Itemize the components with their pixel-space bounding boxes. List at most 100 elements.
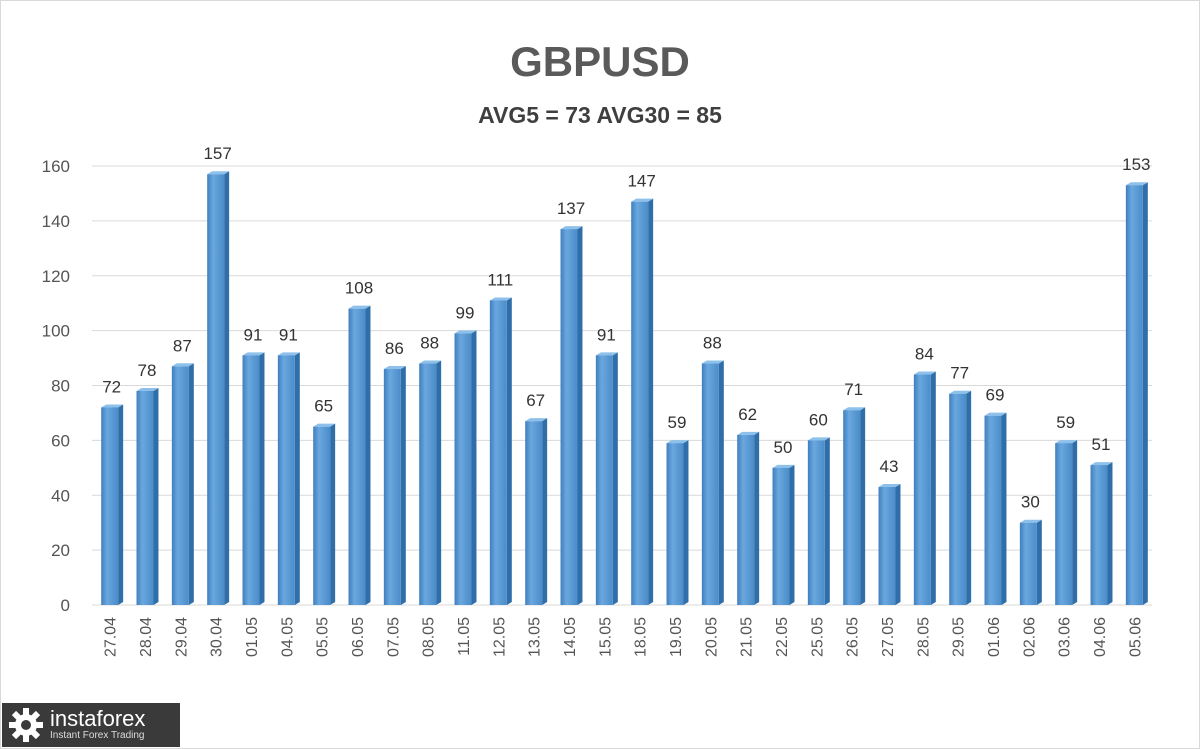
x-tick-label: 03.06 <box>1057 617 1074 657</box>
bar <box>313 423 336 605</box>
bar <box>666 440 689 605</box>
bar <box>772 464 795 605</box>
bar-side <box>824 437 830 605</box>
bar-side <box>153 387 159 605</box>
x-tick-label: 06.05 <box>350 617 367 657</box>
bar <box>631 198 654 605</box>
x-tick-label: 26.05 <box>845 617 862 657</box>
x-tick-label: 29.04 <box>173 617 190 657</box>
bar-side <box>1142 182 1148 606</box>
bar-front <box>772 467 790 605</box>
bar-front <box>313 426 331 605</box>
data-labels: 72 78 87 157 91 91 65 108 86 88 99 111 67 137 91 147 59 8… <box>102 144 1150 511</box>
bar-side <box>400 366 406 605</box>
bar <box>1019 519 1042 605</box>
y-tick-label: 160 <box>42 157 70 176</box>
y-tick-label: 60 <box>51 431 70 450</box>
watermark-tagline: Instant Forex Trading <box>50 730 145 741</box>
bar-side <box>1036 519 1042 605</box>
bar-side <box>612 352 618 605</box>
data-label: 51 <box>1092 435 1111 454</box>
bar-front <box>701 363 719 605</box>
x-tick-label: 01.06 <box>986 617 1003 657</box>
bar-front <box>277 355 295 605</box>
bar-side <box>895 484 901 605</box>
data-label: 72 <box>102 377 121 396</box>
bar-front <box>242 355 260 605</box>
data-label: 86 <box>385 339 404 358</box>
x-tick-label: 27.05 <box>880 617 897 657</box>
x-tick-label: 19.05 <box>668 617 685 657</box>
bar-front <box>913 374 931 605</box>
bar-top <box>701 360 724 364</box>
data-label: 137 <box>557 199 585 218</box>
bar <box>1055 440 1078 605</box>
y-tick-label: 40 <box>51 486 70 505</box>
bar-side <box>188 363 194 605</box>
bar-top <box>631 198 654 202</box>
x-tick-label: 07.05 <box>385 617 402 657</box>
bar-top <box>419 360 442 364</box>
bar-side <box>754 431 760 605</box>
bar <box>595 352 618 605</box>
gear-logo-icon <box>9 708 43 742</box>
data-label: 108 <box>345 279 373 298</box>
data-label: 30 <box>1021 493 1040 512</box>
bar-top <box>737 431 760 435</box>
bar-top <box>277 352 300 356</box>
data-label: 88 <box>420 334 439 353</box>
bar <box>242 352 265 605</box>
bar <box>701 360 724 605</box>
data-label: 43 <box>880 457 899 476</box>
bar-side <box>330 423 336 605</box>
data-label: 84 <box>915 345 934 364</box>
bar <box>913 371 936 605</box>
bar-front <box>1125 185 1143 606</box>
bar-front <box>984 415 1002 605</box>
x-tick-label: 01.05 <box>244 617 261 657</box>
bar-front <box>595 355 613 605</box>
y-tick-label: 20 <box>51 541 70 560</box>
bar-side <box>966 390 972 605</box>
bar <box>525 418 548 605</box>
bar-front <box>949 393 967 605</box>
data-label: 65 <box>314 397 333 416</box>
bar-front <box>560 229 578 605</box>
bar <box>560 226 583 605</box>
bar-side <box>224 171 230 605</box>
data-label: 147 <box>627 172 655 191</box>
x-tick-label: 08.05 <box>421 617 438 657</box>
bar-top <box>136 387 159 391</box>
x-tick-label: 18.05 <box>633 617 650 657</box>
bar-front <box>454 333 472 605</box>
y-tick-label: 100 <box>42 322 70 341</box>
bar <box>101 404 124 605</box>
bar-top <box>949 390 972 394</box>
data-label: 62 <box>738 405 757 424</box>
bar <box>737 431 760 605</box>
bar-side <box>365 305 371 605</box>
bar-front <box>525 421 543 605</box>
data-label: 71 <box>844 380 863 399</box>
data-label: 60 <box>809 410 828 429</box>
data-label: 91 <box>597 325 616 344</box>
bar-top <box>383 366 406 370</box>
bar-side <box>259 352 265 605</box>
bar-front <box>419 363 437 605</box>
bar <box>348 305 371 605</box>
bar <box>383 366 406 605</box>
bar-front <box>101 407 119 605</box>
bar-front <box>136 390 154 605</box>
bar-front <box>1090 465 1108 605</box>
data-label: 69 <box>986 386 1005 405</box>
bar-front <box>878 487 896 605</box>
bar-top <box>772 464 795 468</box>
y-axis: 0 20 40 60 80 100 120 140 160 <box>42 157 70 615</box>
bar-front <box>737 434 755 605</box>
data-label: 77 <box>950 364 969 383</box>
bar-top <box>807 437 830 441</box>
x-tick-label: 22.05 <box>774 617 791 657</box>
bar-front <box>631 201 649 605</box>
bar-top <box>1019 519 1042 523</box>
bar-top <box>984 412 1007 416</box>
